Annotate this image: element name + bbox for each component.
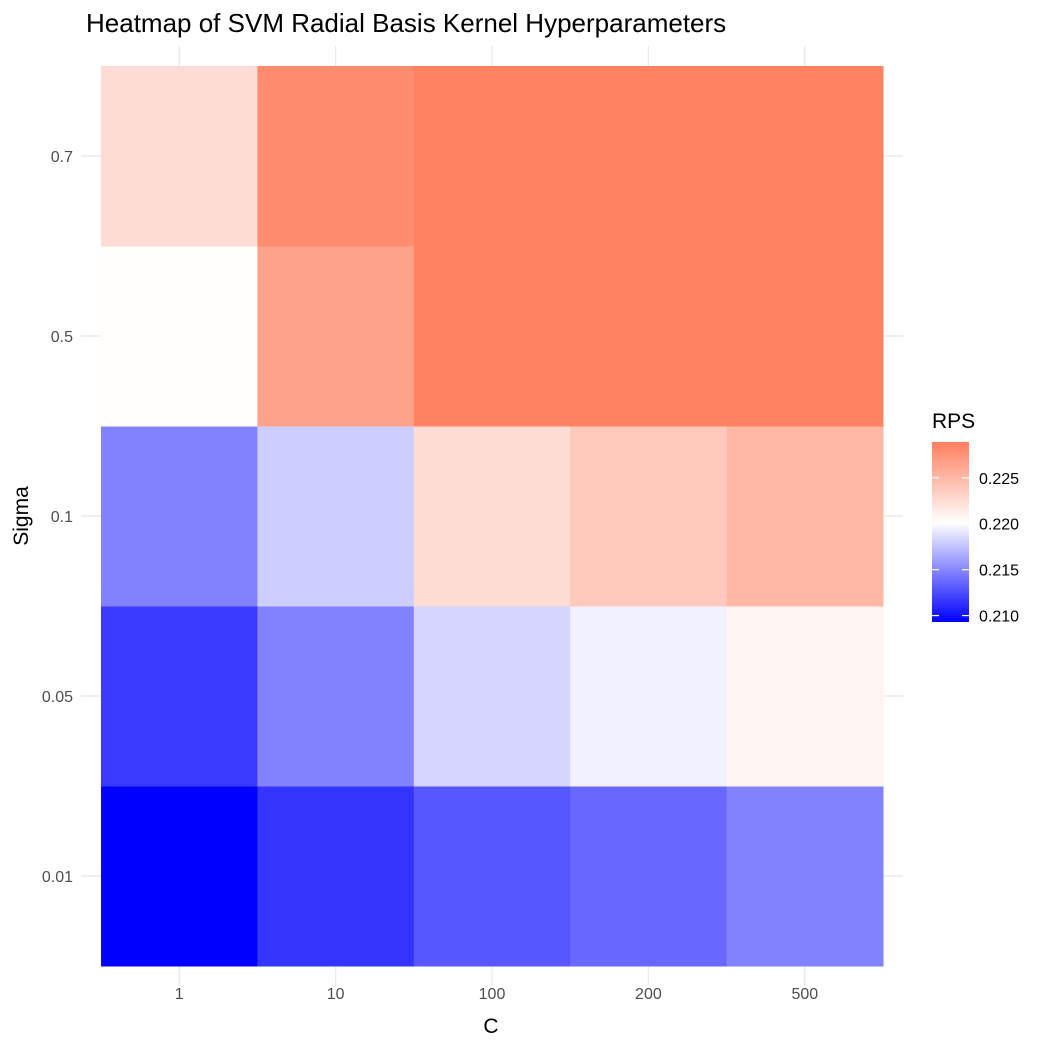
- heatmap-cell: [726, 606, 884, 787]
- x-tick-label: 1: [175, 986, 184, 1003]
- heatmap-cell: [726, 426, 884, 607]
- heatmap-cell: [413, 246, 571, 427]
- y-tick-label: 0.5: [51, 329, 73, 346]
- heatmap-cell: [413, 786, 571, 967]
- heatmap-cell: [257, 246, 415, 427]
- heatmap-cell: [413, 606, 571, 787]
- heatmap-cell: [726, 786, 884, 967]
- x-tick-label: 10: [327, 986, 345, 1003]
- heatmap-cell: [570, 606, 728, 787]
- heatmap-cell: [101, 786, 258, 967]
- legend-ticks: 0.210 0.215 0.220 0.225: [932, 471, 1019, 626]
- heatmap-cell: [413, 426, 571, 607]
- heatmap-cell: [726, 66, 884, 247]
- x-tick-label: 100: [479, 986, 506, 1003]
- heatmap-cell: [101, 246, 258, 427]
- legend-tick-label: 0.220: [979, 517, 1019, 534]
- y-tick-label: 0.05: [42, 689, 73, 706]
- heatmap-cell: [257, 606, 415, 787]
- x-tick-labels: 1 10 100 200 500: [175, 986, 818, 1003]
- y-tick-label: 0.1: [51, 509, 73, 526]
- heatmap-cells: [101, 66, 884, 967]
- x-tick-label: 200: [635, 986, 662, 1003]
- legend-tick-label: 0.225: [979, 471, 1019, 488]
- heatmap-cell: [257, 426, 415, 607]
- y-tick-label: 0.01: [42, 869, 73, 886]
- x-tick-label: 500: [791, 986, 818, 1003]
- legend-title: RPS: [932, 410, 975, 433]
- legend-tick-label: 0.215: [979, 563, 1019, 580]
- heatmap-cell: [570, 246, 728, 427]
- heatmap-cell: [257, 786, 415, 967]
- heatmap-cell: [570, 66, 728, 247]
- legend: RPS 0.210 0.215 0.220 0.225: [932, 410, 1019, 626]
- legend-colorbar: [932, 442, 969, 622]
- y-tick-label: 0.7: [51, 149, 73, 166]
- legend-tick-label: 0.210: [979, 609, 1019, 626]
- heatmap-cell: [101, 606, 258, 787]
- heatmap-cell: [413, 66, 571, 247]
- heatmap-cell: [726, 246, 884, 427]
- x-axis-title: C: [483, 1015, 498, 1038]
- heatmap-cell: [570, 426, 728, 607]
- chart-title: Heatmap of SVM Radial Basis Kernel Hyper…: [86, 8, 726, 38]
- heatmap-cell: [570, 786, 728, 967]
- y-tick-labels: 0.01 0.05 0.1 0.5 0.7: [42, 149, 73, 886]
- heatmap-cell: [257, 66, 415, 247]
- y-axis-title: Sigma: [10, 486, 33, 546]
- heatmap-cell: [101, 426, 258, 607]
- heatmap-cell: [101, 66, 258, 247]
